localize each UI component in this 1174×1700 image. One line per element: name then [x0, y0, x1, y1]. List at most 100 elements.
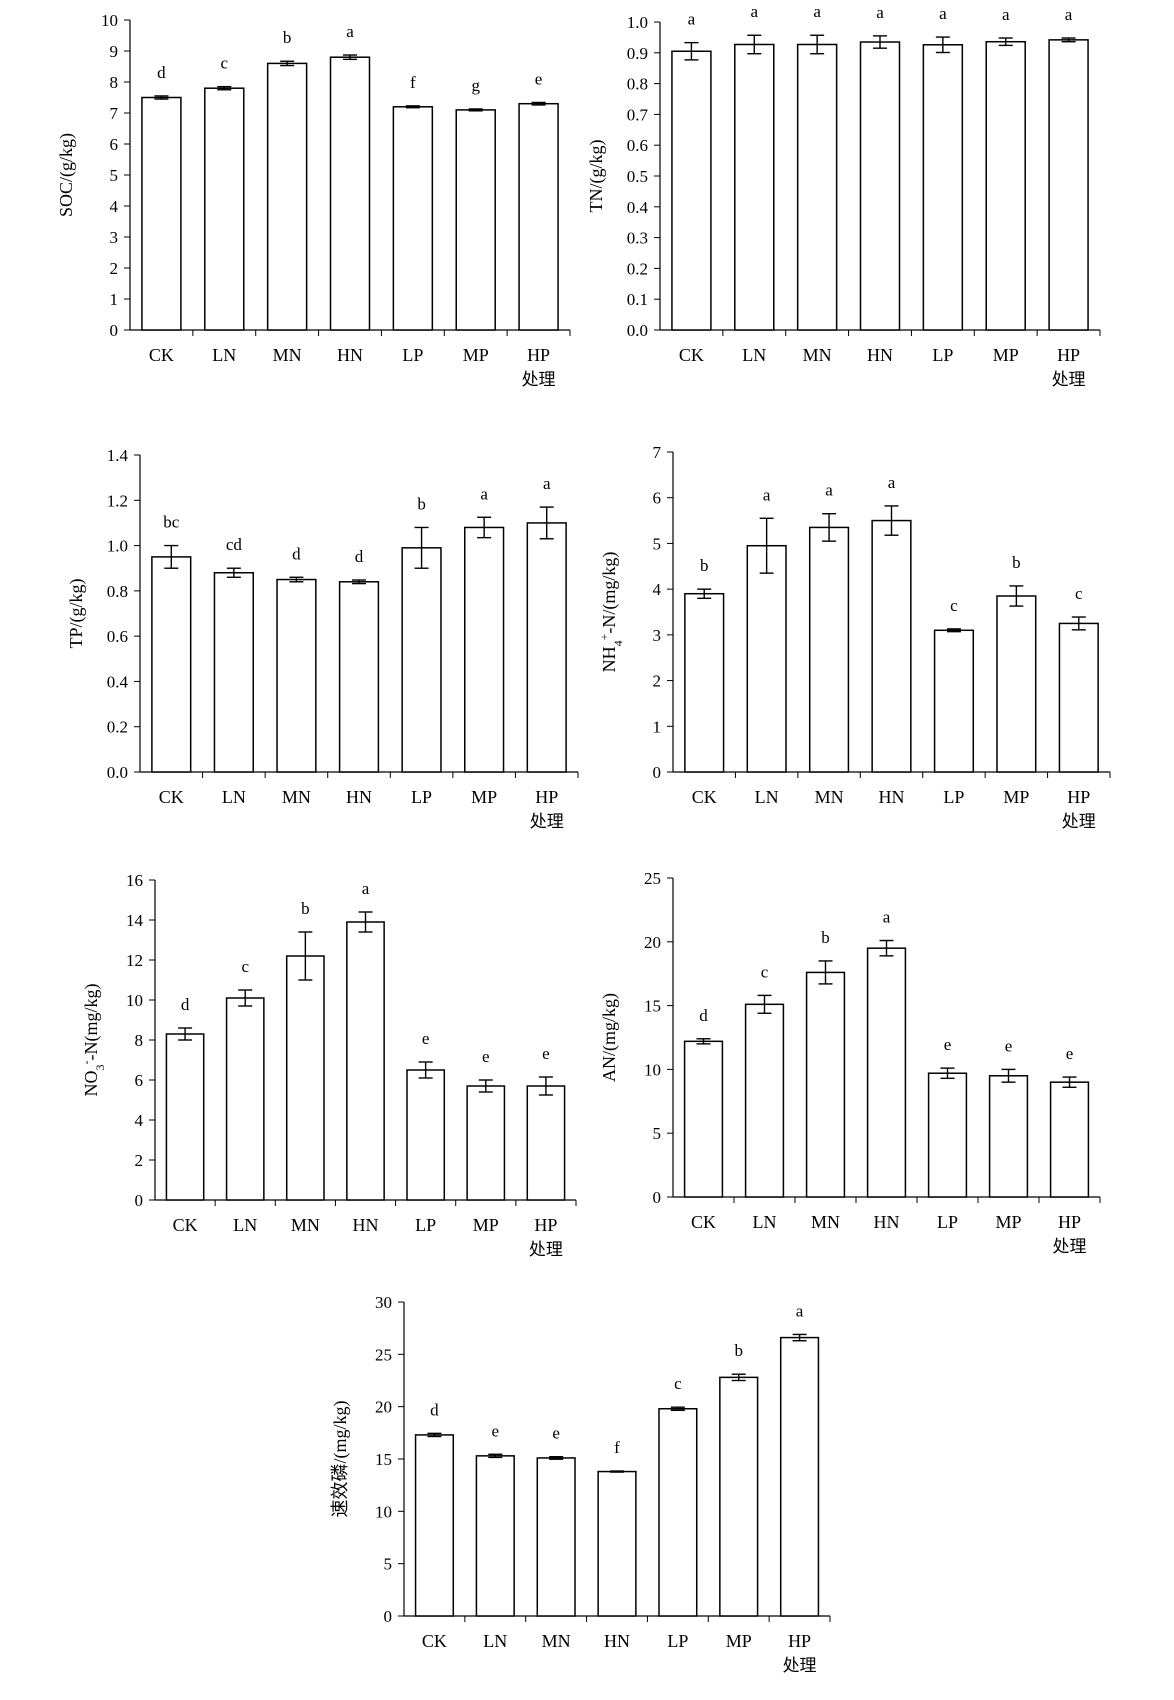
y-tick-label: 16: [126, 871, 143, 890]
y-tick-label: 3: [653, 626, 662, 645]
y-axis-title: TN/(g/kg): [586, 140, 607, 213]
y-tick-label: 9: [110, 42, 119, 61]
bar-CK: [671, 50, 712, 331]
y-tick-label: 1.0: [627, 13, 648, 32]
y-tick-label: 6: [653, 489, 662, 508]
significance-letter-HP: c: [1075, 584, 1083, 603]
significance-letter-HP: e: [1066, 1044, 1074, 1063]
bar-HP: [526, 522, 567, 773]
bar-MP: [455, 109, 496, 331]
y-tick-label: 0.1: [627, 290, 648, 309]
bar-LP: [933, 629, 975, 773]
y-axis-title-subscript: 4: [611, 640, 625, 646]
y-tick-label: 2: [135, 1151, 144, 1170]
category-label-MP: MP: [463, 345, 489, 365]
y-axis-title-rest: -N(mg/kg): [81, 984, 102, 1061]
y-tick-label: 0.0: [627, 321, 648, 340]
bar-LP: [392, 106, 434, 331]
significance-letter-LN: a: [751, 2, 759, 21]
significance-letter-HN: a: [876, 3, 884, 22]
bar-MP: [719, 1376, 759, 1617]
y-tick-label: 0: [135, 1191, 144, 1210]
category-label-HN: HN: [874, 1212, 900, 1232]
significance-letter-HP: a: [543, 474, 551, 493]
x-axis-title: 处理: [529, 1240, 563, 1259]
y-tick-label: 0.4: [627, 198, 649, 217]
bar-MN: [285, 955, 325, 1201]
significance-letter-HN: a: [346, 22, 354, 41]
y-axis-title: AN/(mg/kg): [599, 993, 620, 1082]
category-label-HN: HN: [337, 345, 363, 365]
bar-CK: [683, 1040, 724, 1198]
bar-LP: [401, 547, 442, 773]
bar-LN: [204, 87, 245, 331]
category-label-LP: LP: [402, 345, 423, 365]
y-tick-label: 0.6: [107, 627, 128, 646]
bar-LN: [734, 43, 775, 331]
x-axis-title: 处理: [1053, 1237, 1087, 1256]
y-tick-label: 0: [384, 1607, 393, 1626]
category-label-MN: MN: [542, 1631, 571, 1651]
category-label-LN: LN: [742, 345, 766, 365]
bar-HN: [338, 581, 380, 773]
significance-letter-MN: a: [813, 2, 821, 21]
bar-MN: [808, 526, 850, 773]
significance-letter-MP: e: [1005, 1036, 1013, 1055]
y-tick-label: 0.8: [107, 582, 128, 601]
category-label-CK: CK: [149, 345, 174, 365]
category-label-HP: HP: [1067, 787, 1090, 807]
y-tick-label: 25: [644, 869, 661, 888]
chart-panel-1: 0 1 2 3 4 5 6 7 8 9 10 d CK c LN b MN a HN f LP g MP e HP 处理 SOC/(…: [56, 11, 571, 389]
category-label-LN: LN: [222, 787, 246, 807]
y-tick-label: 10: [375, 1502, 392, 1521]
significance-letter-HP: e: [542, 1044, 550, 1063]
y-tick-label: 0.7: [627, 105, 649, 124]
y-tick-label: 0: [110, 321, 119, 340]
category-label-HP: HP: [534, 1215, 557, 1235]
bar-LP: [406, 1069, 446, 1201]
significance-letter-HP: e: [535, 69, 543, 88]
y-tick-label: 1.0: [107, 537, 128, 556]
chart-panel-4: 01234567bCKaLNaMNaHNcLPbMPcHP处理NH4+-N/(m…: [597, 443, 1111, 831]
y-tick-label: 1.2: [107, 491, 128, 510]
y-tick-label: 20: [375, 1398, 392, 1417]
category-label-MP: MP: [1003, 787, 1029, 807]
category-label-MP: MP: [995, 1212, 1021, 1232]
category-label-HN: HN: [353, 1215, 379, 1235]
significance-letter-LP: e: [944, 1035, 952, 1054]
bar-MN: [805, 971, 846, 1198]
y-tick-label: 0: [653, 763, 662, 782]
x-axis-title: 处理: [1062, 812, 1096, 831]
category-label-LN: LN: [483, 1631, 507, 1651]
y-tick-label: 3: [110, 228, 119, 247]
y-tick-label: 4: [135, 1111, 144, 1130]
y-tick-label: 5: [653, 1124, 662, 1143]
category-label-MP: MP: [993, 345, 1019, 365]
category-label-HN: HN: [879, 787, 905, 807]
category-label-HP: HP: [788, 1631, 811, 1651]
x-axis-title: 处理: [530, 812, 564, 831]
bar-LN: [744, 1003, 785, 1198]
significance-letter-CK: d: [157, 63, 166, 82]
bar-MP: [985, 40, 1026, 331]
significance-letter-MN: a: [825, 481, 833, 500]
y-tick-label: 1: [653, 717, 662, 736]
category-label-LP: LP: [937, 1212, 958, 1232]
chart-panel-2: 0.0 0.1 0.2 0.3 0.4 0.5 0.6 0.7 0.8 0.9 1.0 a CK a LN a…: [586, 2, 1101, 389]
bar-CK: [684, 592, 725, 773]
y-tick-label: 8: [110, 73, 119, 92]
bar-LN: [746, 544, 787, 773]
bar-HP: [1048, 39, 1089, 331]
category-label-LP: LP: [932, 345, 953, 365]
significance-letter-HP: a: [796, 1301, 804, 1320]
bar-CK: [151, 556, 192, 773]
y-tick-label: 1.4: [107, 446, 129, 465]
category-label-CK: CK: [692, 787, 717, 807]
y-tick-label: 0.9: [627, 44, 648, 63]
y-tick-label: 25: [375, 1345, 392, 1364]
significance-letter-CK: d: [181, 995, 190, 1014]
category-label-MN: MN: [282, 787, 311, 807]
category-label-MN: MN: [803, 345, 832, 365]
x-axis-title: 处理: [1052, 370, 1086, 389]
